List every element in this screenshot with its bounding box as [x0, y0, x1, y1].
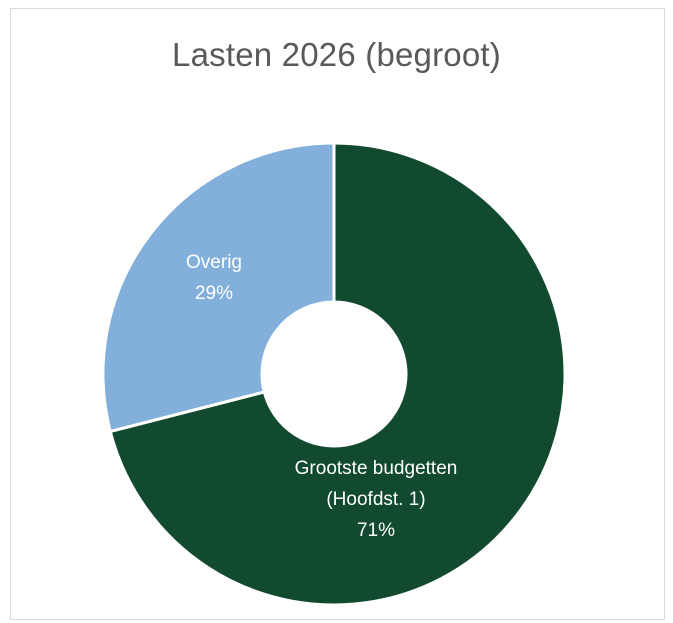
data-label-percent-1: 29% — [195, 283, 233, 304]
slice-overig — [101, 141, 336, 434]
data-label-name-1-0: Overig — [186, 252, 242, 273]
data-label-name-0-1: (Hoofdst. 1) — [326, 489, 425, 510]
slice-grootste-budgetten — [108, 141, 567, 607]
data-label-percent-0: 71% — [357, 520, 395, 541]
data-label-name-0-0: Grootste budgetten — [295, 458, 458, 479]
chart-title: Lasten 2026 (begroot) — [172, 36, 501, 73]
